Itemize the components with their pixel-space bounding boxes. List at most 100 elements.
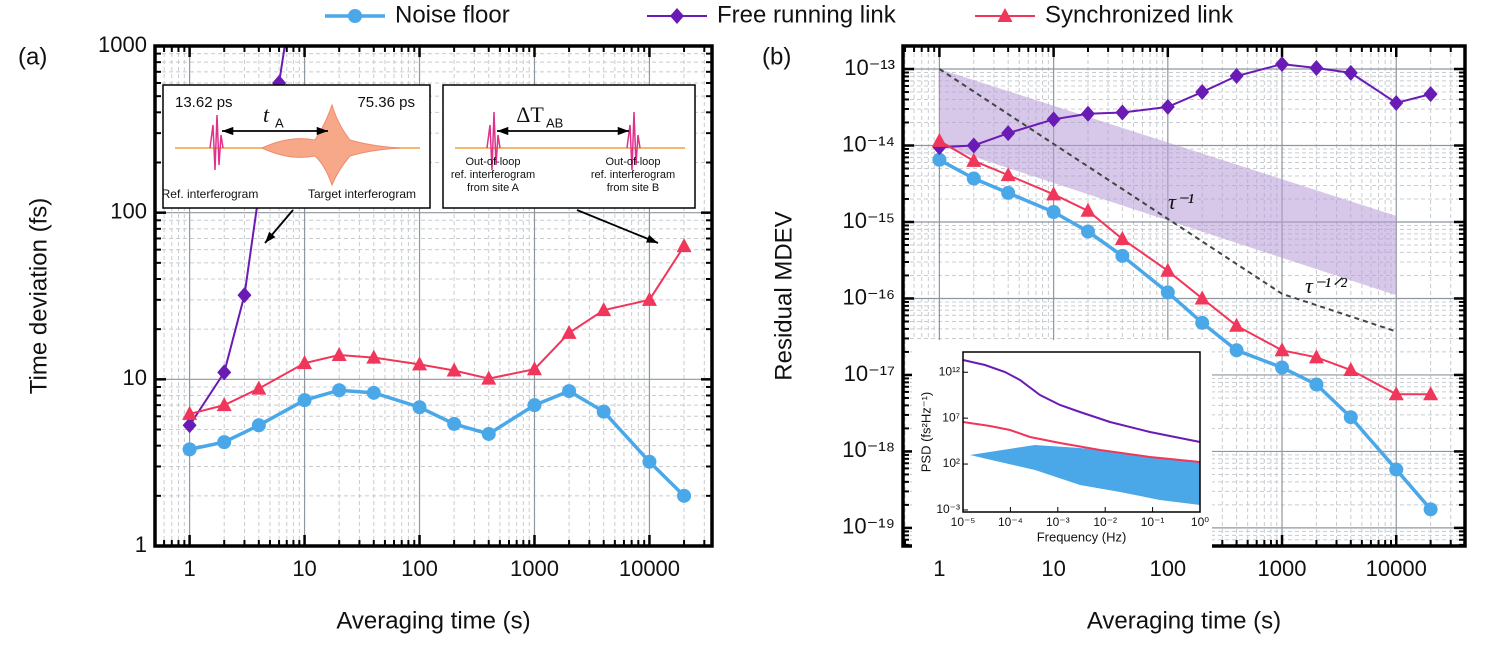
psd-traces (962, 359, 1201, 505)
y-tick-label: 10⁻¹⁶ (843, 284, 895, 309)
marker (217, 435, 232, 450)
inset-box (442, 84, 696, 209)
x-tick-label: 100 (1149, 556, 1186, 581)
marker (1229, 317, 1245, 332)
marker (527, 398, 542, 413)
x-tick-label: 10 (1041, 556, 1065, 581)
x-axis-label: Averaging time (s) (1087, 607, 1281, 634)
marker (932, 152, 947, 167)
psd-trace (970, 445, 1200, 505)
marker (1389, 94, 1404, 111)
marker (237, 287, 252, 304)
x-tick-label: 1000 (510, 556, 559, 581)
plot-area (182, 46, 692, 503)
marker (1115, 248, 1130, 263)
marker (1046, 186, 1062, 201)
marker (1160, 262, 1176, 277)
inset-y-tick-label: 10² (943, 456, 960, 470)
inset-text: from site A (467, 182, 520, 194)
marker (1423, 386, 1439, 401)
marker (412, 400, 427, 415)
marker (1229, 68, 1244, 85)
panel-label: (b) (762, 43, 791, 70)
marker (1080, 105, 1095, 122)
marker (182, 442, 197, 457)
legend-marker (997, 8, 1013, 22)
marker (526, 361, 542, 376)
arrow-head (316, 126, 328, 136)
y-axis-label: Residual MDEV (770, 211, 797, 380)
marker (596, 302, 612, 317)
legend-symbol (670, 8, 684, 24)
marker (366, 349, 382, 364)
slope-label: τ⁻¹ᐟ² (1305, 273, 1347, 298)
marker (217, 364, 232, 381)
ref-peak (626, 111, 641, 171)
marker (1195, 84, 1210, 101)
arrow (576, 209, 659, 244)
ref-peak (486, 111, 501, 171)
panel-label: (a) (18, 43, 47, 70)
marker (182, 405, 198, 420)
inset-text: A (275, 115, 284, 130)
inset-text: 13.62 ps (175, 94, 233, 111)
x-tick-label: 10000 (1366, 556, 1427, 581)
marker (1229, 343, 1244, 358)
series-line (189, 388, 686, 498)
arrow-head (646, 234, 658, 243)
inset-x-tick-label: 10⁰ (1191, 515, 1209, 529)
marker (251, 418, 266, 433)
legend-marker (670, 8, 684, 24)
marker (1000, 167, 1016, 182)
marker (216, 397, 232, 412)
marker (331, 346, 347, 361)
marker (1343, 64, 1358, 81)
marker (1080, 224, 1095, 239)
inset-text: ref. interferogram (591, 169, 675, 181)
x-axis-label: Averaging time (s) (336, 607, 530, 634)
y-tick-label: 10⁻¹⁷ (844, 361, 895, 386)
marker (366, 385, 381, 400)
marker (182, 417, 197, 434)
marker (481, 426, 496, 441)
y-tick-label: 1 (135, 532, 147, 557)
inset-y-tick-label: 10¹² (939, 364, 960, 378)
x-tick-label: 10000 (619, 556, 680, 581)
arrow-head (222, 126, 234, 136)
legend-symbol (348, 9, 362, 23)
marker (596, 404, 611, 419)
marker (447, 416, 462, 431)
marker (481, 370, 497, 385)
marker (1343, 362, 1359, 377)
y-tick-label: 10⁻¹⁹ (842, 514, 895, 539)
inset-text: 75.36 ps (357, 94, 415, 111)
marker (931, 132, 947, 147)
y-tick-label: 100 (110, 198, 147, 223)
inset-text: from site B (607, 182, 660, 194)
psd-trace (962, 421, 1201, 463)
marker (1309, 377, 1324, 392)
inset-text: Ref. interferogram (162, 187, 259, 201)
legend-symbol (997, 8, 1013, 22)
marker (332, 383, 347, 398)
marker (1423, 502, 1438, 517)
inset-text: ref. interferogram (451, 169, 535, 181)
x-tick-label: 1 (183, 556, 195, 581)
x-tick-label: 100 (401, 556, 438, 581)
x-tick-label: 10 (292, 556, 316, 581)
marker (1160, 285, 1175, 300)
marker (966, 171, 981, 186)
marker (1115, 104, 1130, 121)
y-tick-label: 10⁻¹³ (844, 55, 895, 80)
psd-trace (962, 359, 1201, 443)
marker (297, 355, 313, 370)
inset-x-tick-label: 10⁻³ (1046, 515, 1070, 529)
marker (966, 137, 981, 154)
arrow-head (265, 231, 276, 243)
inset-x-tick-label: 10⁻⁴ (998, 515, 1023, 529)
marker (1309, 60, 1324, 77)
inset-frame (962, 351, 1201, 513)
plot-frame (153, 44, 714, 548)
inset-x-tick-label: 10⁻¹ (1141, 515, 1165, 529)
